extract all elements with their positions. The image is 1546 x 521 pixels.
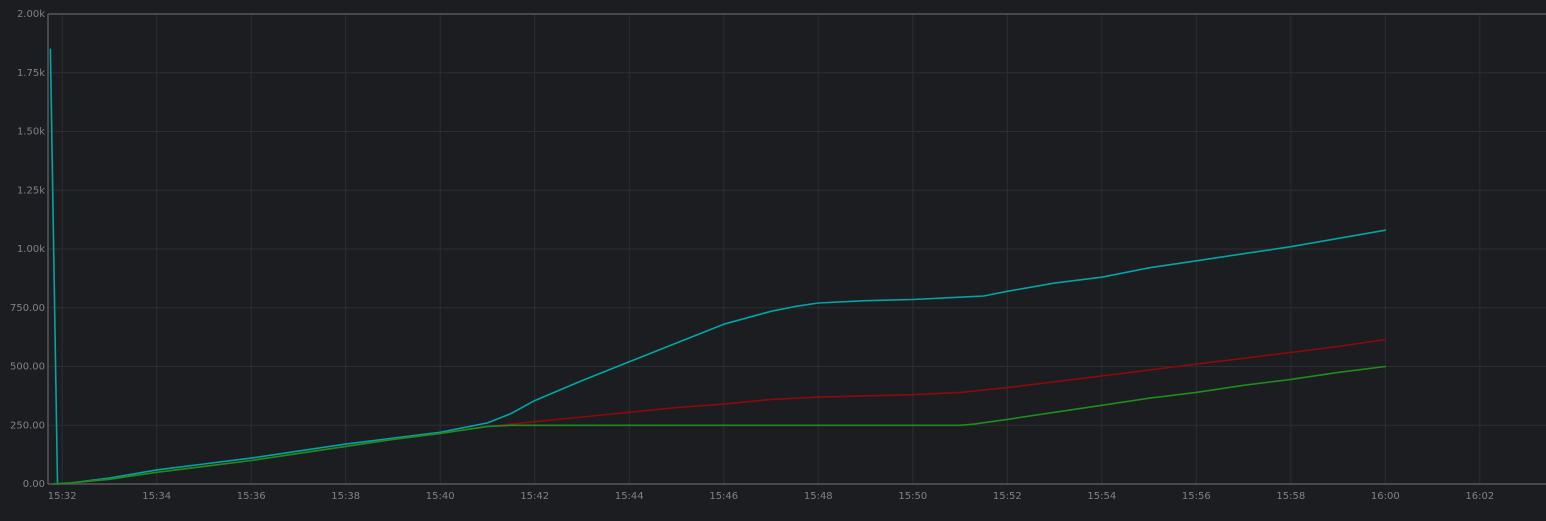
series-line-2: [51, 338, 1387, 485]
y-tick-label: 1.00k: [17, 244, 45, 255]
x-tick-label: 15:48: [804, 491, 833, 502]
y-tick-label: 0.00: [23, 479, 45, 490]
x-tick-label: 15:58: [1276, 491, 1305, 502]
y-tick-label: 250.00: [10, 420, 45, 431]
y-tick-label: 1.50k: [17, 127, 45, 138]
y-tick-label: 750.00: [10, 303, 45, 314]
series-line-3: [51, 365, 1387, 485]
x-tick-label: 15:46: [709, 491, 738, 502]
x-tick-label: 15:38: [331, 491, 360, 502]
y-tick-label: 500.00: [10, 362, 45, 373]
x-tick-label: 15:54: [1087, 491, 1116, 502]
x-tick-label: 15:32: [48, 491, 77, 502]
x-tick-label: 16:00: [1371, 491, 1400, 502]
x-tick-label: 15:52: [993, 491, 1022, 502]
x-tick-label: 15:34: [142, 491, 171, 502]
x-tick-label: 15:50: [898, 491, 927, 502]
x-tick-label: 15:36: [237, 491, 266, 502]
x-tick-label: 15:40: [426, 491, 455, 502]
series-line-1: [49, 48, 1387, 485]
y-tick-label: 1.75k: [17, 68, 45, 79]
x-tick-label: 15:42: [520, 491, 549, 502]
x-tick-label: 15:56: [1182, 491, 1211, 502]
y-tick-label: 1.25k: [17, 185, 45, 196]
y-tick-label: 2.00k: [17, 9, 45, 20]
x-tick-label: 16:02: [1465, 491, 1494, 502]
x-tick-label: 15:44: [615, 491, 644, 502]
